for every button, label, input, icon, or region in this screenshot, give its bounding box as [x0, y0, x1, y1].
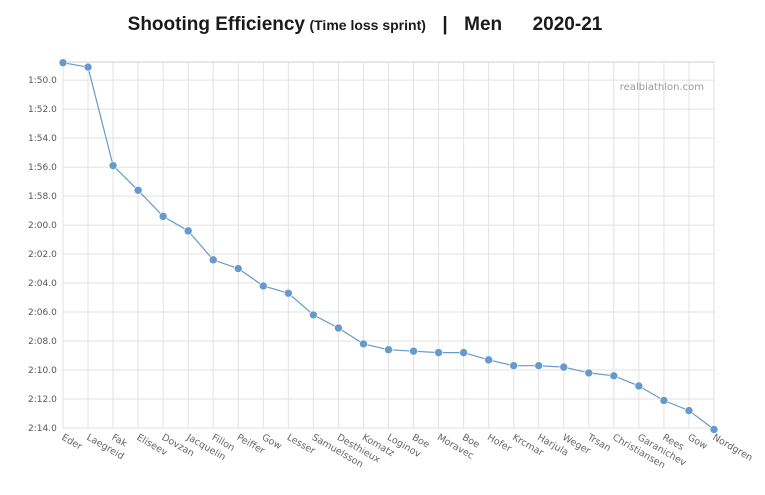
data-point[interactable] [459, 348, 468, 357]
x-tick-label: Peiffer [235, 432, 267, 457]
data-point[interactable] [684, 406, 694, 415]
title-main: Shooting Efficiency [127, 14, 306, 35]
series [58, 58, 719, 434]
data-point[interactable] [509, 361, 518, 370]
x-tick-label: Eder [60, 432, 84, 452]
data-point[interactable] [609, 371, 619, 381]
y-tick-label: 2:08.0 [28, 337, 57, 347]
title-subtitle: (Time loss sprint) [309, 17, 426, 33]
data-point[interactable] [183, 226, 193, 236]
data-point[interactable] [208, 255, 218, 265]
y-tick-label: 1:56.0 [28, 163, 57, 173]
title-separator: | [442, 14, 448, 35]
data-point[interactable] [709, 425, 719, 434]
y-tick-label: 2:06.0 [28, 308, 57, 318]
x-tick-label: Hofer [485, 432, 513, 455]
data-point[interactable] [409, 346, 418, 356]
y-axis-ticks: 1:50.0 1:52.0 1:54.0 1:56.0 1:58.0 2:00.0 2:02… [28, 76, 57, 434]
y-tick-label: 2:00.0 [28, 221, 57, 231]
data-point[interactable] [83, 62, 93, 72]
data-point[interactable] [384, 345, 393, 355]
data-point[interactable] [584, 368, 594, 378]
data-point[interactable] [434, 348, 443, 357]
title-season: 2020-21 [532, 14, 603, 35]
x-tick-label: Gow [685, 432, 709, 452]
data-point[interactable] [334, 323, 343, 333]
grid [62, 61, 715, 429]
x-tick-label: Nordgren [711, 432, 755, 464]
data-point[interactable] [158, 212, 168, 221]
data-point[interactable] [259, 281, 268, 291]
data-point[interactable] [534, 361, 544, 370]
data-point[interactable] [284, 288, 293, 298]
data-point[interactable] [659, 396, 669, 405]
data-point[interactable] [108, 161, 118, 170]
data-point[interactable] [559, 362, 569, 372]
y-tick-label: 1:54.0 [28, 134, 57, 144]
data-point[interactable] [359, 339, 368, 349]
data-point[interactable] [309, 310, 318, 320]
y-tick-label: 2:14.0 [28, 424, 57, 434]
data-point[interactable] [58, 58, 68, 68]
y-tick-label: 2:10.0 [28, 366, 57, 376]
chart-title: Shooting Efficiency (Time loss sprint) |… [0, 14, 730, 36]
y-tick-label: 2:12.0 [28, 395, 57, 405]
y-tick-label: 2:02.0 [28, 250, 57, 260]
title-group: Men [464, 14, 503, 35]
y-tick-label: 2:04.0 [28, 279, 57, 289]
data-point[interactable] [233, 264, 243, 273]
y-tick-label: 1:52.0 [28, 105, 57, 115]
y-tick-label: 1:58.0 [28, 192, 57, 202]
data-point[interactable] [484, 355, 493, 365]
watermark: realbiathlon.com [620, 82, 704, 93]
data-point[interactable] [133, 185, 143, 195]
data-point[interactable] [634, 381, 644, 391]
y-tick-label: 1:50.0 [28, 76, 57, 86]
